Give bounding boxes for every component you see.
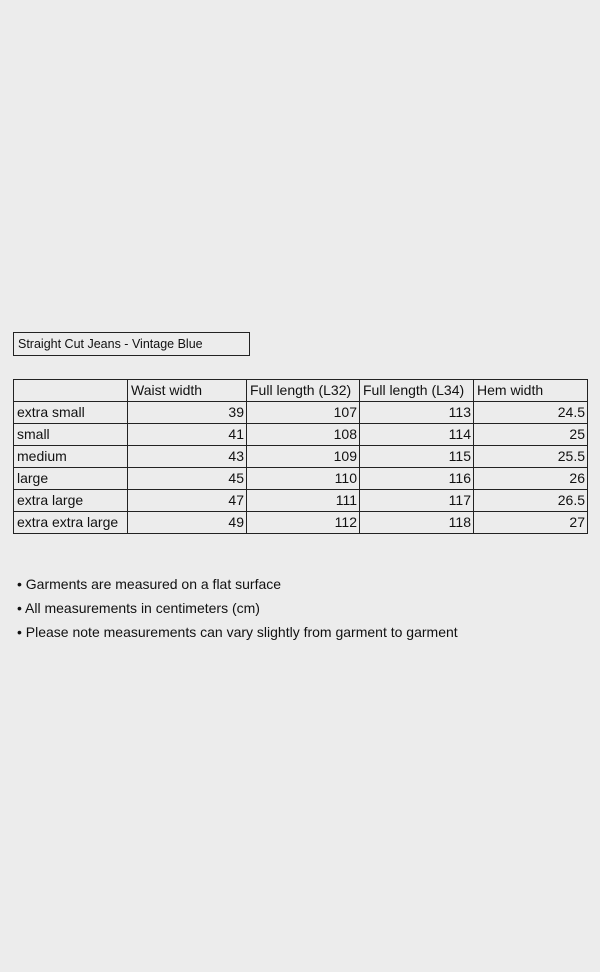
- size-label: medium: [13, 445, 128, 468]
- notes-list: • Garments are measured on a flat surfac…: [17, 574, 458, 646]
- header-size: [13, 379, 128, 402]
- measurement-cell: 27: [473, 511, 588, 534]
- measurement-cell: 24.5: [473, 401, 588, 424]
- measurement-cell: 26.5: [473, 489, 588, 512]
- header-waist-width: Waist width: [127, 379, 247, 402]
- measurement-cell: 110: [246, 467, 360, 490]
- product-title: Straight Cut Jeans - Vintage Blue: [13, 332, 250, 356]
- measurement-cell: 49: [127, 511, 247, 534]
- header-full-length-l32: Full length (L32): [246, 379, 360, 402]
- measurement-cell: 116: [359, 467, 474, 490]
- table-row: medium 43 109 115 25.5: [13, 445, 588, 468]
- size-label: large: [13, 467, 128, 490]
- header-full-length-l34: Full length (L34): [359, 379, 474, 402]
- measurement-cell: 118: [359, 511, 474, 534]
- measurement-cell: 115: [359, 445, 474, 468]
- measurement-cell: 112: [246, 511, 360, 534]
- size-label: extra large: [13, 489, 128, 512]
- size-label: extra small: [13, 401, 128, 424]
- table-row: large 45 110 116 26: [13, 467, 588, 490]
- table-row: extra small 39 107 113 24.5: [13, 401, 588, 424]
- measurement-cell: 117: [359, 489, 474, 512]
- size-label: small: [13, 423, 128, 446]
- size-label: extra extra large: [13, 511, 128, 534]
- measurement-cell: 111: [246, 489, 360, 512]
- measurement-cell: 41: [127, 423, 247, 446]
- table-header-row: Waist width Full length (L32) Full lengt…: [13, 379, 588, 402]
- size-chart-table: Waist width Full length (L32) Full lengt…: [13, 379, 588, 534]
- measurement-cell: 26: [473, 467, 588, 490]
- measurement-cell: 114: [359, 423, 474, 446]
- table-row: small 41 108 114 25: [13, 423, 588, 446]
- measurement-cell: 113: [359, 401, 474, 424]
- measurement-cell: 107: [246, 401, 360, 424]
- measurement-cell: 45: [127, 467, 247, 490]
- table-row: extra large 47 111 117 26.5: [13, 489, 588, 512]
- measurement-cell: 25: [473, 423, 588, 446]
- measurement-cell: 109: [246, 445, 360, 468]
- measurement-cell: 108: [246, 423, 360, 446]
- header-hem-width: Hem width: [473, 379, 588, 402]
- note-item: • Please note measurements can vary slig…: [17, 624, 458, 640]
- measurement-cell: 39: [127, 401, 247, 424]
- table-row: extra extra large 49 112 118 27: [13, 511, 588, 534]
- note-item: • All measurements in centimeters (cm): [17, 600, 260, 616]
- measurement-cell: 43: [127, 445, 247, 468]
- measurement-cell: 25.5: [473, 445, 588, 468]
- measurement-cell: 47: [127, 489, 247, 512]
- note-item: • Garments are measured on a flat surfac…: [17, 576, 282, 592]
